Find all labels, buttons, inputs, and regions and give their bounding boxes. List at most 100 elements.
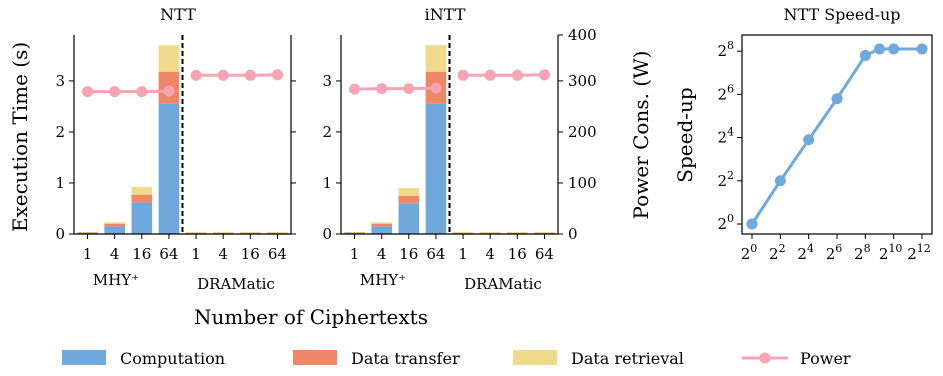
speedup-xtick-label: 22 xyxy=(769,242,786,263)
speedup-xtick-label: 28 xyxy=(854,242,871,263)
bar-transfer-7 xyxy=(267,232,288,234)
speedup-ytick-label: 24 xyxy=(717,126,734,147)
power-point-6 xyxy=(244,69,256,81)
legend-label-3: Power xyxy=(800,349,851,368)
power-line-0 xyxy=(354,86,436,91)
legend-label-1: Data transfer xyxy=(351,349,460,368)
bar-transfer-2 xyxy=(398,195,420,204)
xtick-label: 64 xyxy=(535,245,554,263)
bar-computation-3 xyxy=(158,103,180,234)
intt-title: iNTT xyxy=(425,5,466,24)
bar-computation-1 xyxy=(104,226,125,234)
xtick-label: 64 xyxy=(159,245,178,263)
ntt-xticks: 1 4 16 64 1 4 16 64 xyxy=(83,234,287,263)
ntt-plot xyxy=(73,35,292,235)
speedup-y-axis-label: Speed-up xyxy=(673,87,697,182)
xtick-label: 64 xyxy=(268,245,287,263)
power-point-0 xyxy=(82,86,94,98)
power-point-3 xyxy=(163,85,175,97)
bar-transfer-1 xyxy=(371,223,392,227)
bar-retrieval-7 xyxy=(267,231,288,233)
power-point-4 xyxy=(457,69,469,81)
power-point-3 xyxy=(430,82,442,94)
power-point-7 xyxy=(271,69,283,81)
speedup-point xyxy=(774,175,786,187)
xtick-label: 16 xyxy=(399,245,418,263)
power-point-5 xyxy=(484,69,496,81)
speedup-point xyxy=(831,93,843,105)
intt-group-label-mhy: MHY⁺ xyxy=(360,271,406,289)
legend: Computation Data transfer Data retrieval Po… xyxy=(62,349,851,368)
legend-swatch-1 xyxy=(293,350,337,365)
bar-computation-1 xyxy=(371,226,392,234)
bar-transfer-6 xyxy=(507,232,528,234)
power-point-1 xyxy=(376,83,388,95)
bar-retrieval-5 xyxy=(212,231,234,233)
bar-transfer-5 xyxy=(212,232,234,234)
intt-plot xyxy=(340,35,559,235)
intt-group-label-dramatic: DRAMatic xyxy=(464,275,542,293)
legend-swatch-2 xyxy=(513,350,557,365)
ytick-label: 3 xyxy=(55,72,65,90)
legend-swatch-0 xyxy=(62,350,106,365)
bar-retrieval-7 xyxy=(534,231,555,233)
speedup-point xyxy=(859,49,871,61)
legend-marker-3 xyxy=(759,352,771,364)
power-point-7 xyxy=(538,69,550,81)
speedup-xtick-label: 212 xyxy=(907,242,931,263)
bar-transfer-2 xyxy=(131,194,153,203)
power-line-1 xyxy=(196,73,278,77)
speedup-plot: 20 22 24 26 28 20 22 24 26 28 210 212 xyxy=(717,34,933,263)
bar-retrieval-0 xyxy=(77,231,98,233)
bar-transfer-0 xyxy=(77,232,98,234)
speedup-line xyxy=(750,47,922,225)
ytick-label: 0 xyxy=(55,225,65,243)
power-line-0 xyxy=(87,89,169,94)
ntt-title: NTT xyxy=(160,5,196,24)
ytick-label: 1 xyxy=(322,174,332,192)
x-axis-label: Number of Ciphertexts xyxy=(194,305,428,329)
y2tick-label: 0 xyxy=(568,225,578,243)
ntt-group-label-dramatic: DRAMatic xyxy=(197,275,275,293)
speedup-ytick-label: 20 xyxy=(717,212,734,233)
legend-label-0: Computation xyxy=(120,349,225,368)
xtick-label: 1 xyxy=(191,245,201,263)
speedup-xtick-label: 20 xyxy=(741,242,758,263)
legend-label-2: Data retrieval xyxy=(571,349,684,368)
bar-retrieval-3 xyxy=(425,45,447,72)
ntt-yticks: 0 1 2 3 xyxy=(55,72,296,243)
bar-transfer-7 xyxy=(534,232,555,234)
speedup-ytick-label: 26 xyxy=(717,82,734,103)
ytick-label: 0 xyxy=(322,225,332,243)
ytick-label: 2 xyxy=(55,123,65,141)
intt-yticks: 0 1 2 3 xyxy=(322,72,563,243)
xtick-label: 64 xyxy=(426,245,445,263)
bar-transfer-5 xyxy=(479,232,501,234)
xtick-label: 4 xyxy=(377,245,387,263)
power-point-0 xyxy=(349,83,361,95)
intt-xticks: 1 4 16 64 1 4 16 64 xyxy=(350,234,554,263)
speedup-point xyxy=(888,43,900,55)
speedup-frame xyxy=(741,34,933,235)
bar-computation-3 xyxy=(425,103,447,234)
xtick-label: 1 xyxy=(350,245,360,263)
bar-retrieval-6 xyxy=(507,231,528,233)
ntt-group-label-mhy: MHY⁺ xyxy=(93,271,139,289)
power-y-axis-label: Power Cons. (W) xyxy=(629,51,653,220)
xtick-label: 1 xyxy=(458,245,468,263)
speedup-xtick-label: 26 xyxy=(826,242,843,263)
power-point-5 xyxy=(217,69,229,81)
bar-transfer-6 xyxy=(240,232,261,234)
y2tick-label: 400 xyxy=(568,26,597,44)
bar-retrieval-0 xyxy=(344,231,365,233)
xtick-label: 16 xyxy=(508,245,527,263)
bar-computation-2 xyxy=(398,203,420,234)
speedup-ytick-label: 22 xyxy=(717,169,734,190)
bar-retrieval-4 xyxy=(185,231,207,233)
bar-retrieval-5 xyxy=(479,231,501,233)
bar-retrieval-1 xyxy=(104,222,125,224)
y2tick-label: 200 xyxy=(568,123,597,141)
